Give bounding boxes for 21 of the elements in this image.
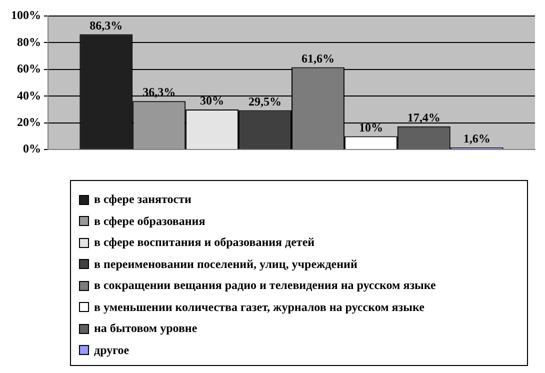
data-label: 30% bbox=[200, 94, 224, 108]
y-tick-label: 80% bbox=[17, 34, 41, 49]
data-label: 86,3% bbox=[90, 18, 123, 32]
legend-label: на бытовом уровне bbox=[94, 321, 198, 336]
y-tick-label: 0% bbox=[23, 142, 41, 156]
data-label: 29,5% bbox=[248, 94, 282, 108]
legend-label: в сфере образования bbox=[94, 214, 206, 229]
data-label: 1,6% bbox=[463, 132, 490, 146]
legend-label: в сокращении вещания радио и телевидения на русском языке bbox=[94, 278, 436, 294]
legend-label: в уменьшении количества газет, журналов на русском языке bbox=[94, 300, 424, 315]
y-tick-label: 100% bbox=[11, 8, 41, 22]
y-tick-label: 40% bbox=[17, 88, 41, 102]
y-tick-label: 60% bbox=[17, 62, 41, 76]
data-label: 61,6% bbox=[301, 51, 334, 66]
data-label: 10% bbox=[358, 120, 383, 134]
y-tick-label: 20% bbox=[17, 114, 41, 129]
legend-label: в сфере воспитания и образования детей bbox=[94, 235, 315, 250]
legend-label: в переименовании поселений, улиц, учреждений bbox=[94, 256, 358, 272]
legend-label: другое bbox=[94, 342, 130, 358]
data-label: 17,4% bbox=[407, 110, 440, 124]
legend-label: в сфере занятости bbox=[94, 192, 192, 208]
